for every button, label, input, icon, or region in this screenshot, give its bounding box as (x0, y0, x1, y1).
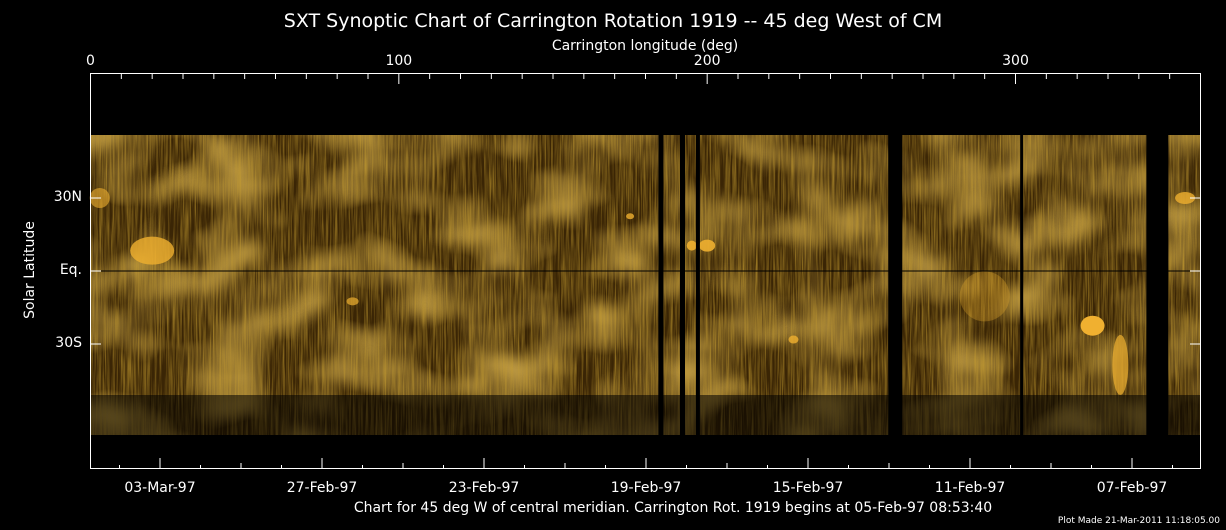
data-gap (695, 135, 700, 435)
data-gap (888, 135, 903, 435)
y-tick-label: Eq. (59, 262, 82, 278)
bright-region (626, 213, 635, 220)
x-bottom-tick-label: 15-Feb-97 (772, 480, 844, 496)
chart-title: SXT Synoptic Chart of Carrington Rotatio… (283, 10, 943, 32)
y-tick-label: 30S (55, 335, 82, 351)
plot-made-footer: Plot Made 21-Mar-2011 11:18:05.00 (1057, 516, 1220, 526)
data-gap (680, 135, 685, 435)
data-gap (658, 135, 664, 435)
x-bottom-tick-label: 11-Feb-97 (934, 480, 1006, 496)
bright-region (1175, 192, 1196, 204)
bright-region (959, 271, 1010, 322)
synoptic-image (91, 135, 1200, 440)
bright-region (788, 335, 799, 344)
x-top-axis-label: Carrington longitude (deg) (551, 38, 739, 54)
x-top-tick-label: 100 (385, 53, 413, 69)
x-bottom-tick-label: 19-Feb-97 (610, 480, 682, 496)
x-bottom-tick-label: 03-Mar-97 (124, 480, 196, 496)
y-tick-label: 30N (53, 189, 82, 205)
x-bottom-tick-label: 07-Feb-97 (1096, 480, 1168, 496)
bright-region (1112, 334, 1129, 395)
bright-region (130, 236, 175, 265)
bright-region (1080, 315, 1105, 336)
x-top-tick-label: 300 (1002, 53, 1029, 69)
x-top-tick-label: 200 (693, 53, 721, 69)
x-bottom-tick-label: 23-Feb-97 (448, 480, 520, 496)
x-bottom-tick-label: 27-Feb-97 (286, 480, 358, 496)
bright-region (686, 240, 697, 251)
data-gap (1146, 135, 1169, 435)
bright-region (346, 297, 359, 306)
x-top-tick-label: 0 (86, 53, 95, 69)
chart-caption: Chart for 45 deg W of central meridian. … (353, 500, 993, 516)
bright-region (699, 239, 716, 252)
data-gap (1020, 135, 1024, 435)
